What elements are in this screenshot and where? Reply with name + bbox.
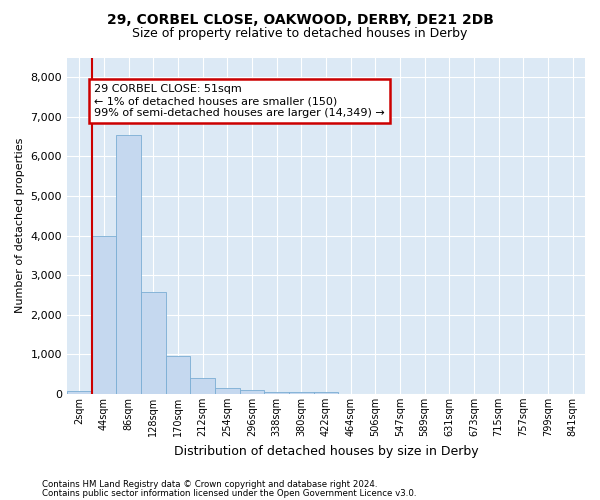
Bar bbox=[239, 390, 265, 394]
Bar bbox=[265, 392, 289, 394]
Text: 29, CORBEL CLOSE, OAKWOOD, DERBY, DE21 2DB: 29, CORBEL CLOSE, OAKWOOD, DERBY, DE21 2… bbox=[107, 12, 493, 26]
Text: Size of property relative to detached houses in Derby: Size of property relative to detached ho… bbox=[133, 28, 467, 40]
Bar bbox=[314, 392, 338, 394]
Bar bbox=[215, 388, 239, 394]
Bar bbox=[116, 134, 141, 394]
Bar bbox=[92, 236, 116, 394]
Text: Contains public sector information licensed under the Open Government Licence v3: Contains public sector information licen… bbox=[42, 488, 416, 498]
Bar bbox=[141, 292, 166, 394]
Text: 29 CORBEL CLOSE: 51sqm
← 1% of detached houses are smaller (150)
99% of semi-det: 29 CORBEL CLOSE: 51sqm ← 1% of detached … bbox=[94, 84, 385, 117]
X-axis label: Distribution of detached houses by size in Derby: Distribution of detached houses by size … bbox=[174, 444, 478, 458]
Bar bbox=[190, 378, 215, 394]
Bar bbox=[166, 356, 190, 394]
Bar bbox=[289, 392, 314, 394]
Bar bbox=[67, 391, 92, 394]
Text: Contains HM Land Registry data © Crown copyright and database right 2024.: Contains HM Land Registry data © Crown c… bbox=[42, 480, 377, 489]
Y-axis label: Number of detached properties: Number of detached properties bbox=[15, 138, 25, 314]
